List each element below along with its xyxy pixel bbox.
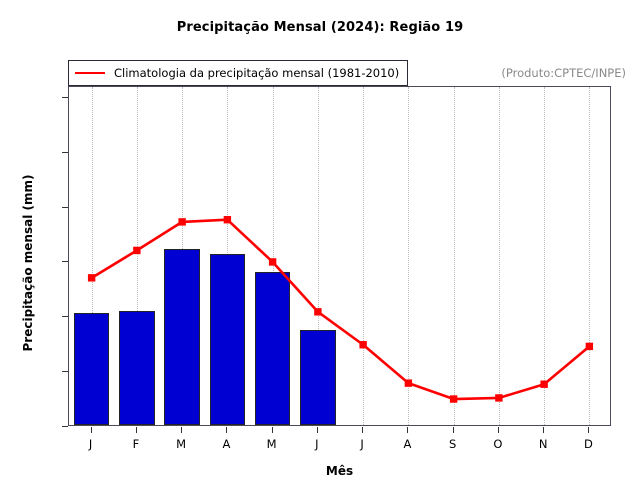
x-tick-label-3: A <box>222 437 231 451</box>
x-tick-label-1: F <box>132 437 140 451</box>
y-tick-mark <box>62 96 68 98</box>
climatology-line <box>90 218 591 401</box>
bar-F-1 <box>119 311 155 425</box>
gridline-vertical <box>91 87 93 425</box>
climatology-marker-J-5 <box>314 308 322 316</box>
bar-J-0 <box>73 312 110 425</box>
y-tick-mark <box>62 151 68 153</box>
x-tick-mark <box>90 427 92 433</box>
x-tick-mark <box>226 427 228 433</box>
legend-line-swatch-climatologia <box>75 72 105 74</box>
y-tick-mark <box>62 206 68 208</box>
x-axis-label: Mês <box>325 464 354 478</box>
climatology-marker-A-7 <box>404 379 413 387</box>
bar-A-3 <box>209 253 246 425</box>
plot-inner <box>69 87 610 425</box>
y-tick-mark <box>62 316 68 318</box>
x-tick-label-11: D <box>583 437 593 451</box>
x-tick-label-8: S <box>448 437 457 451</box>
x-tick-label-9: O <box>493 437 503 451</box>
chart-title: Precipitação Mensal (2024): Região 19 <box>176 20 464 35</box>
y-tick-mark <box>62 371 68 373</box>
plot-area <box>68 86 611 426</box>
climatology-marker-F-1 <box>133 246 141 255</box>
x-tick-label-6: J <box>360 437 364 451</box>
x-tick-mark <box>362 427 364 433</box>
gridline-vertical <box>453 87 455 425</box>
climatology-marker-N-10 <box>540 380 548 388</box>
x-tick-mark <box>271 427 273 433</box>
x-tick-mark <box>543 427 545 433</box>
x-tick-mark <box>407 427 409 433</box>
x-tick-mark <box>135 427 137 433</box>
climatology-marker-J-6 <box>359 341 367 349</box>
x-tick-mark <box>497 427 499 433</box>
x-tick-mark <box>181 427 183 433</box>
gridline-vertical <box>136 87 138 425</box>
gridline-vertical <box>408 87 410 425</box>
legend-label-climatologia: Climatologia da precipitação mensal (198… <box>114 66 400 80</box>
x-tick-label-7: A <box>403 437 412 451</box>
climatology-marker-S-8 <box>449 395 458 403</box>
x-tick-label-0: J <box>88 437 93 451</box>
x-tick-mark <box>588 427 590 433</box>
x-tick-mark <box>316 427 318 433</box>
x-tick-label-4: M <box>266 437 277 451</box>
gridline-vertical <box>317 87 319 425</box>
bar-M-4 <box>254 272 291 425</box>
climatology-marker-D-11 <box>585 342 594 351</box>
y-tick-mark <box>62 261 68 263</box>
climatology-marker-J-0 <box>87 274 96 282</box>
climatology-marker-O-9 <box>495 394 503 402</box>
gridline-vertical <box>272 87 274 425</box>
x-tick-mark <box>452 427 454 433</box>
climatology-line-layer <box>87 216 594 403</box>
producer-credit: (Produto:CPTEC/INPE) <box>501 66 626 80</box>
x-tick-label-2: M <box>176 437 187 451</box>
bar-J-5 <box>300 329 336 425</box>
y-tick-mark <box>62 426 68 427</box>
chart-legend: Climatologia da precipitação mensal (198… <box>68 60 409 86</box>
gridline-vertical <box>544 87 546 425</box>
x-tick-label-10: N <box>538 437 548 451</box>
x-tick-label-5: J <box>315 437 319 451</box>
gridline-vertical <box>498 87 500 425</box>
gridline-vertical <box>589 87 591 425</box>
bar-M-2 <box>164 248 200 425</box>
climatology-marker-M-4 <box>268 258 277 266</box>
y-axis-label: Precipitação mensal (mm) <box>21 174 35 352</box>
gridline-vertical <box>363 87 365 425</box>
climatology-marker-A-3 <box>223 216 232 224</box>
climatology-marker-M-2 <box>178 218 186 226</box>
